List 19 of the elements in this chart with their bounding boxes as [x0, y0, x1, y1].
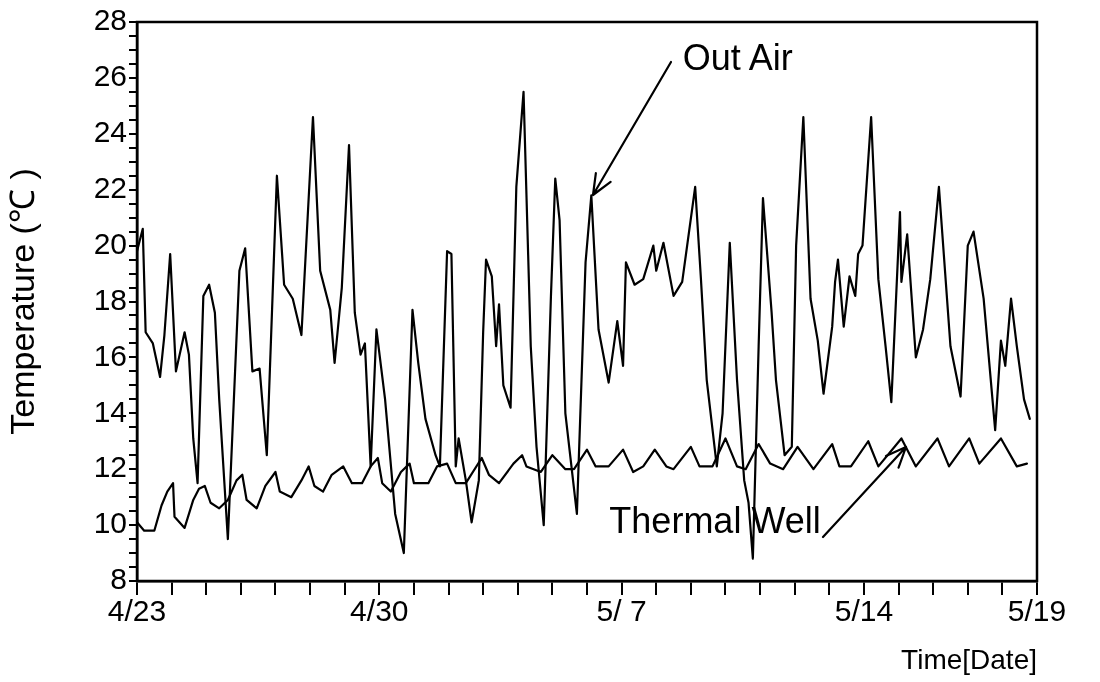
y-tick-label: 28 — [93, 3, 127, 37]
y-tick-label: 26 — [93, 59, 127, 93]
x-tick-label: 5/19 — [1007, 594, 1067, 628]
x-axis-title: Time[Date] — [901, 643, 1037, 675]
y-tick-label: 18 — [93, 282, 127, 316]
x-tick-label: 4/30 — [350, 594, 409, 628]
annotation: Out Air — [682, 37, 793, 79]
y-tick-label: 22 — [93, 170, 127, 204]
y-tick-label: 24 — [93, 115, 127, 149]
y-tick-label: 8 — [110, 562, 127, 596]
x-tick-label: 5/ 7 — [596, 594, 647, 628]
x-tick-label: 4/23 — [107, 594, 167, 628]
y-tick-label: 14 — [93, 394, 127, 428]
x-tick-label: 5/14 — [834, 594, 894, 628]
y-tick-label: 20 — [93, 226, 127, 260]
y-tick-label: 12 — [93, 450, 127, 484]
y-tick-label: 10 — [93, 506, 127, 540]
y-axis-title: Temperature (℃ ) — [2, 168, 41, 435]
y-tick-label: 16 — [93, 338, 127, 372]
